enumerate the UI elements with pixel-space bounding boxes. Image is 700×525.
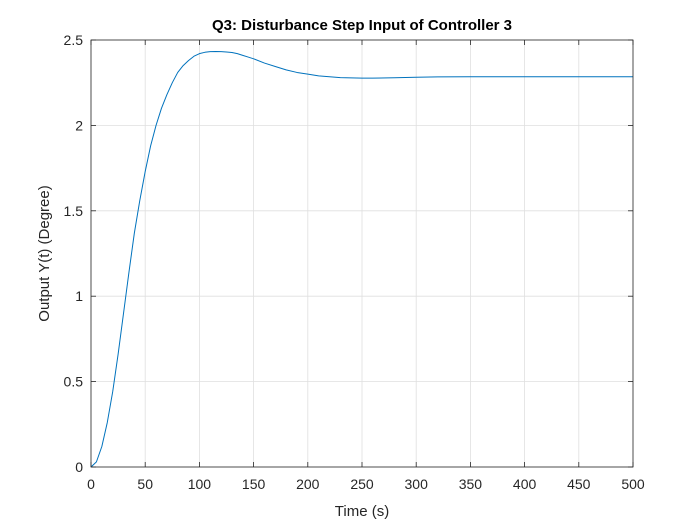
series-line — [90, 50, 633, 468]
x-tick-label: 350 — [459, 476, 483, 492]
y-tick-label: 1 — [75, 288, 83, 304]
x-tick-label: 150 — [242, 476, 266, 492]
x-tick-label: 100 — [188, 476, 212, 492]
x-tick-label: 200 — [296, 476, 320, 492]
y-tick-label: 2 — [75, 117, 83, 133]
x-tick-label: 500 — [621, 476, 645, 492]
x-tick-label: 0 — [87, 476, 95, 492]
x-tick-label: 450 — [567, 476, 591, 492]
x-tick-label: 250 — [350, 476, 374, 492]
y-axis-label: Output Y(t) (Degree) — [36, 185, 53, 321]
plot-frame — [90, 39, 634, 468]
chart-title: Q3: Disturbance Step Input of Controller… — [212, 17, 512, 34]
y-tick-label: 1.5 — [64, 203, 84, 219]
x-tick-labels: 0 50 100 150 200 250 300 350 400 450 500 — [87, 476, 645, 492]
y-tick-label: 0 — [75, 459, 83, 475]
y-tick-label: 0.5 — [64, 374, 84, 390]
series-layer — [90, 50, 633, 468]
y-tick-label: 2.5 — [64, 32, 84, 48]
x-tick-label: 300 — [405, 476, 429, 492]
x-tick-label: 50 — [137, 476, 153, 492]
x-axis-label: Time (s) — [335, 503, 389, 520]
x-tick-label: 400 — [513, 476, 537, 492]
y-tick-labels: 0 0.5 1 1.5 2 2.5 — [64, 32, 84, 475]
